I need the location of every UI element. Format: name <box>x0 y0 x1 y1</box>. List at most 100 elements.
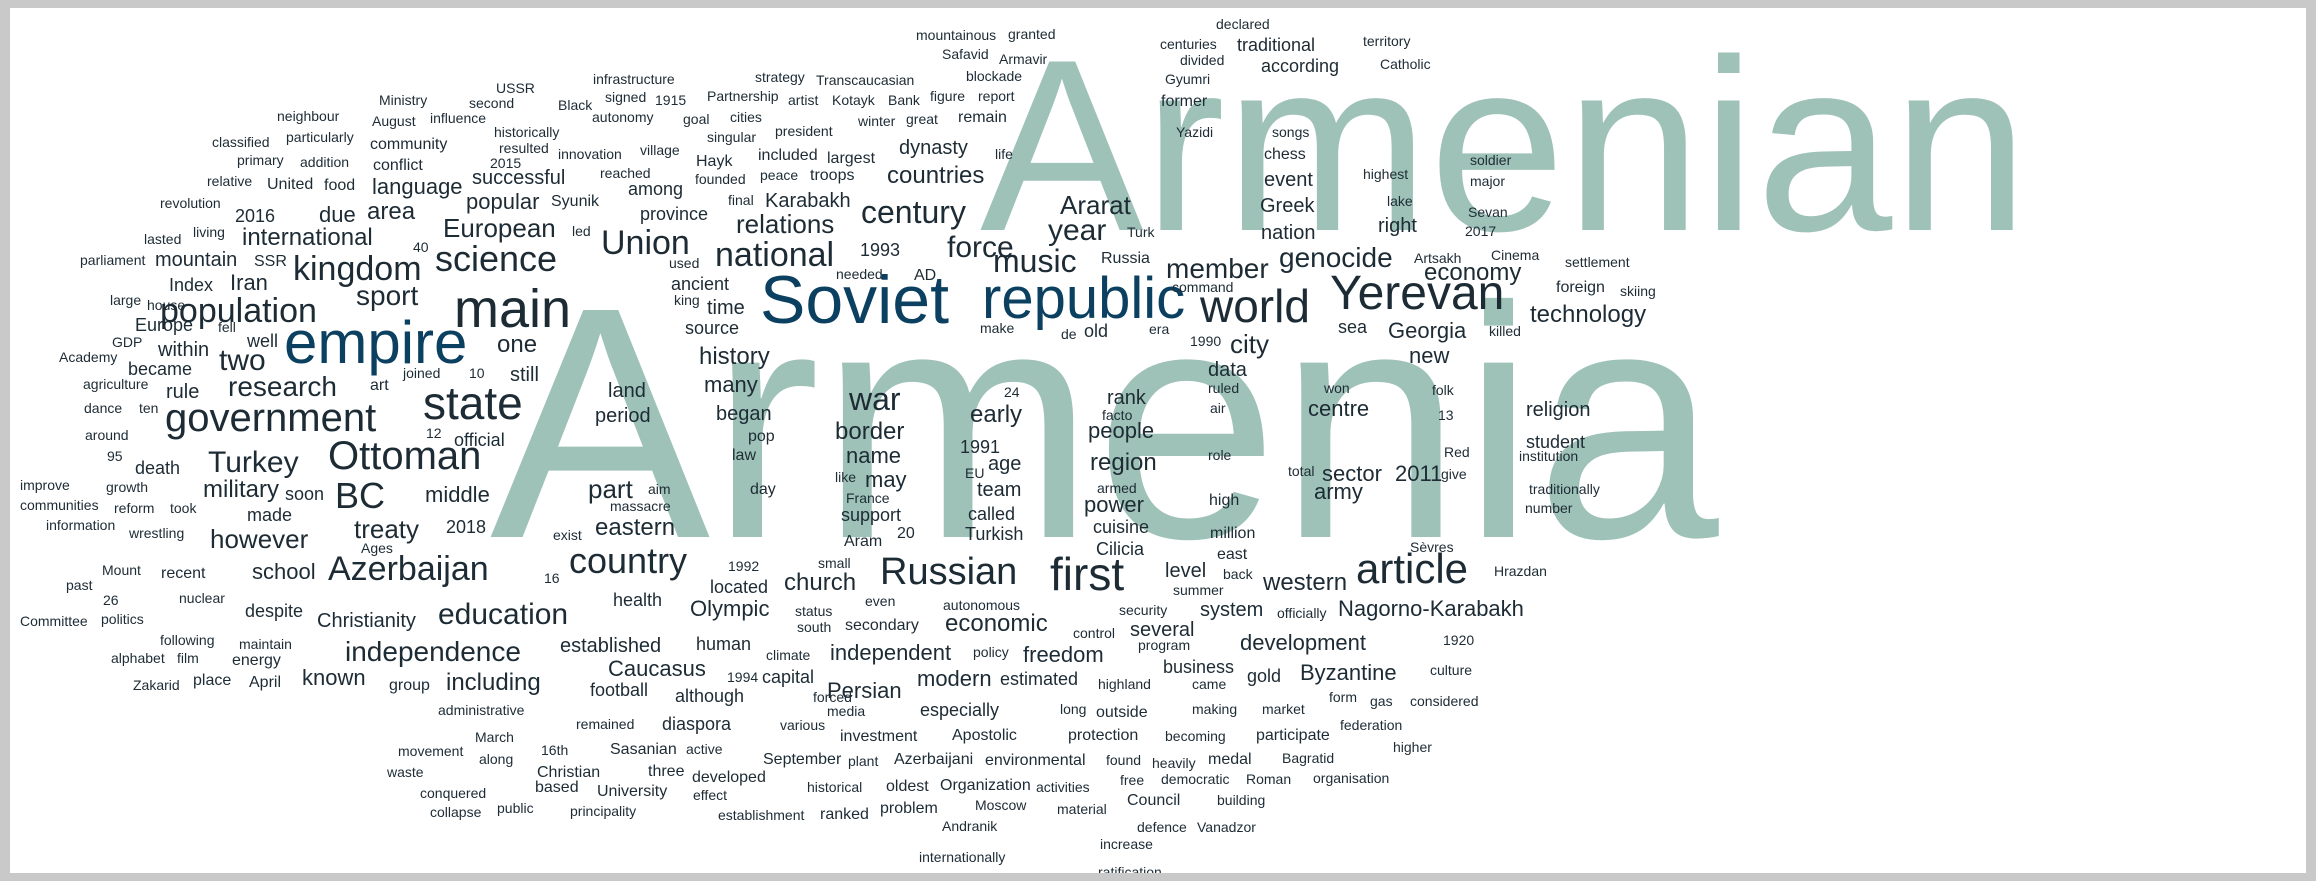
cloud-word: active <box>686 741 723 757</box>
cloud-word: power <box>1084 492 1144 517</box>
cloud-word: Committee <box>20 613 88 629</box>
cloud-word: although <box>675 686 745 706</box>
cloud-word: Partnership <box>707 88 779 104</box>
cloud-word: classified <box>212 134 270 150</box>
cloud-word: secondary <box>845 617 919 634</box>
cloud-word: new <box>1409 343 1450 368</box>
cloud-word: report <box>978 88 1015 104</box>
cloud-word: national <box>715 236 835 274</box>
cloud-word: made <box>247 505 293 525</box>
cloud-word: outside <box>1096 704 1148 721</box>
cloud-word: called <box>968 504 1016 524</box>
cloud-word: cities <box>730 109 762 125</box>
cloud-word: traditional <box>1237 35 1316 55</box>
cloud-word: data <box>1208 359 1247 381</box>
cloud-word: 1994 <box>727 669 759 685</box>
cloud-word: nation <box>1261 222 1316 244</box>
cloud-word: sea <box>1338 317 1368 337</box>
cloud-word: peace <box>760 167 799 183</box>
cloud-word: Aram <box>844 533 883 550</box>
cloud-word: participate <box>1256 727 1330 744</box>
cloud-word: France <box>846 490 890 506</box>
cloud-word: former <box>1161 93 1208 110</box>
cloud-word: activities <box>1036 779 1090 795</box>
cloud-word: came <box>1192 676 1227 692</box>
cloud-word: waste <box>387 764 424 780</box>
cloud-word: singular <box>707 129 757 145</box>
cloud-word: establishment <box>718 807 805 823</box>
cloud-word: ancient <box>671 274 730 294</box>
cloud-word: government <box>165 396 377 440</box>
cloud-word: economy <box>1424 259 1522 286</box>
cloud-word: 1991 <box>960 437 1001 457</box>
cloud-word: long <box>1060 701 1087 717</box>
cloud-word: heavily <box>1152 755 1196 771</box>
cloud-word: Russia <box>1101 250 1150 267</box>
cloud-word: along <box>479 751 514 767</box>
cloud-word: due <box>319 202 356 227</box>
cloud-word: ten <box>139 400 159 416</box>
cloud-word: Bagratid <box>1282 750 1335 766</box>
cloud-word: Azerbaijan <box>328 550 489 588</box>
word-cloud: Armenia Armenian Soviet empire republic main Y… <box>10 8 2306 873</box>
cloud-word: death <box>135 458 181 478</box>
cloud-word: resulted <box>499 140 549 156</box>
cloud-word: 20 <box>897 525 915 542</box>
cloud-word: independent <box>830 640 952 665</box>
cloud-word: king <box>674 292 700 308</box>
cloud-word: 10 <box>469 365 485 381</box>
cloud-word: conquered <box>420 785 487 801</box>
cloud-word: parliament <box>80 252 146 268</box>
cloud-word: art <box>370 377 389 394</box>
cloud-word: Hayk <box>696 153 733 170</box>
cloud-word: well <box>247 331 279 351</box>
cloud-word: lake <box>1387 193 1413 209</box>
cloud-word: exist <box>553 527 582 543</box>
cloud-word: business <box>1163 657 1235 677</box>
cloud-word: food <box>324 177 356 194</box>
cloud-word: role <box>1208 447 1232 463</box>
cloud-word: defence <box>1137 819 1187 835</box>
cloud-word: including <box>446 669 541 696</box>
cloud-word: Nagorno-Karabakh <box>1338 596 1524 621</box>
cloud-word: Hrazdan <box>1494 563 1547 579</box>
cloud-word: group <box>389 677 430 694</box>
cloud-word: investment <box>840 728 918 745</box>
cloud-word: among <box>628 179 684 199</box>
cloud-word: Gyumri <box>1165 71 1211 87</box>
cloud-word: alphabet <box>111 650 165 666</box>
cloud-word: soldier <box>1470 152 1512 168</box>
cloud-word: building <box>1217 792 1266 808</box>
cloud-word: centre <box>1308 396 1370 421</box>
cloud-word: folk <box>1432 382 1454 398</box>
cloud-word: declared <box>1216 16 1270 32</box>
cloud-word: addition <box>300 154 350 170</box>
cloud-word: main <box>454 279 572 339</box>
cloud-word: signed <box>605 89 647 105</box>
cloud-word: history <box>699 343 770 370</box>
cloud-word: estimated <box>1000 669 1079 689</box>
cloud-word: Ottoman <box>328 434 482 478</box>
cloud-word: great <box>906 111 938 127</box>
cloud-word: primary <box>237 152 284 168</box>
cloud-word: strategy <box>755 69 805 85</box>
cloud-word: growth <box>106 479 149 495</box>
cloud-word: back <box>1223 566 1253 582</box>
cloud-word: Organization <box>940 777 1031 794</box>
cloud-word: period <box>595 405 651 427</box>
cloud-word: 13 <box>1438 407 1454 423</box>
cloud-word: Olympic <box>690 596 770 621</box>
cloud-word: western <box>1263 569 1348 596</box>
cloud-word: Byzantine <box>1300 660 1397 685</box>
cloud-word: energy <box>232 652 281 669</box>
cloud-word: took <box>170 500 197 516</box>
cloud-word: federation <box>1340 717 1403 733</box>
cloud-word: internationally <box>919 849 1006 865</box>
cloud-word: maintain <box>239 636 292 652</box>
cloud-word: making <box>1192 701 1238 717</box>
cloud-word: name <box>846 443 902 468</box>
cloud-word: free <box>1120 772 1145 788</box>
cloud-word: Cilicia <box>1096 539 1145 559</box>
cloud-word: south <box>797 619 832 635</box>
cloud-word: 2017 <box>1465 223 1497 239</box>
